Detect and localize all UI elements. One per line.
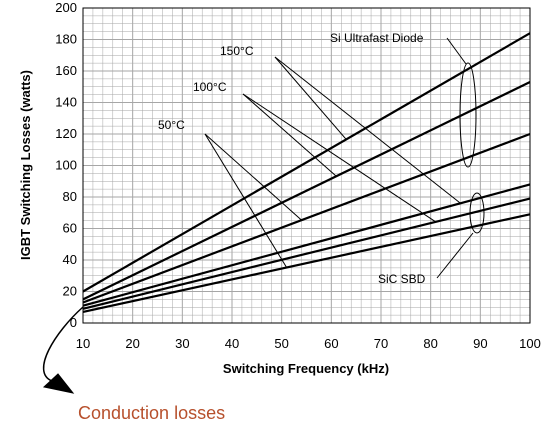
y-tick-label: 200 [55, 0, 77, 15]
y-axis-title: IGBT Switching Losses (watts) [18, 70, 33, 260]
data-series [82, 32, 531, 314]
annotation-leader-line [204, 133, 302, 221]
series-line [82, 32, 531, 293]
temp-100-label: 100°C [193, 80, 227, 94]
x-tick-label: 70 [374, 336, 388, 351]
conduction-arrow-curve [42, 306, 84, 382]
x-tick-label: 50 [274, 336, 288, 351]
x-tick-label: 80 [423, 336, 437, 351]
chart-grid [83, 8, 530, 323]
annotation-leader-line [274, 56, 347, 140]
y-tick-label: 160 [55, 63, 77, 78]
sic-sbd-label: SiC SBD [378, 272, 426, 286]
conduction-losses-label: Conduction losses [78, 403, 225, 423]
plot-area-border [82, 7, 531, 324]
series-line [82, 213, 531, 314]
x-axis-title: Switching Frequency (kHz) [223, 361, 389, 376]
x-tick-label: 20 [125, 336, 139, 351]
annotation-leader-line [204, 133, 288, 268]
annotation-leader-line [242, 93, 436, 223]
si-group-leader [446, 37, 467, 65]
series-line [82, 197, 531, 310]
si-group-ellipse [459, 62, 477, 168]
x-tick-label: 40 [225, 336, 239, 351]
x-tick-label: 10 [76, 336, 90, 351]
x-tick-labels: 10 20 30 40 50 60 70 80 90 100 [76, 336, 541, 351]
annotation-leader-line [242, 93, 337, 177]
y-tick-label: 80 [63, 189, 77, 204]
y-tick-label: 0 [70, 315, 77, 330]
series-line [82, 132, 531, 304]
annotation-leader-line [274, 56, 461, 204]
sic-group-leader [436, 232, 474, 279]
series-line [82, 183, 531, 307]
y-tick-labels: 0 20 40 60 80 100 120 140 160 180 200 [55, 0, 77, 330]
y-tick-label: 20 [63, 284, 77, 299]
temp-150-label: 150°C [220, 44, 254, 58]
annotation-leaders [42, 37, 485, 394]
y-tick-label: 40 [63, 252, 77, 267]
sic-group-ellipse [469, 192, 485, 234]
temp-50-label: 50°C [158, 118, 185, 132]
x-tick-label: 100 [519, 336, 541, 351]
x-tick-label: 90 [473, 336, 487, 351]
y-tick-label: 100 [55, 158, 77, 173]
x-tick-label: 30 [175, 336, 189, 351]
x-tick-label: 60 [324, 336, 338, 351]
conduction-arrowhead [42, 373, 75, 394]
y-tick-label: 140 [55, 95, 77, 110]
series-line [82, 81, 531, 301]
y-tick-label: 120 [55, 126, 77, 141]
y-tick-label: 60 [63, 221, 77, 236]
si-diode-label: Si Ultrafast Diode [330, 31, 424, 45]
y-tick-label: 180 [55, 32, 77, 47]
